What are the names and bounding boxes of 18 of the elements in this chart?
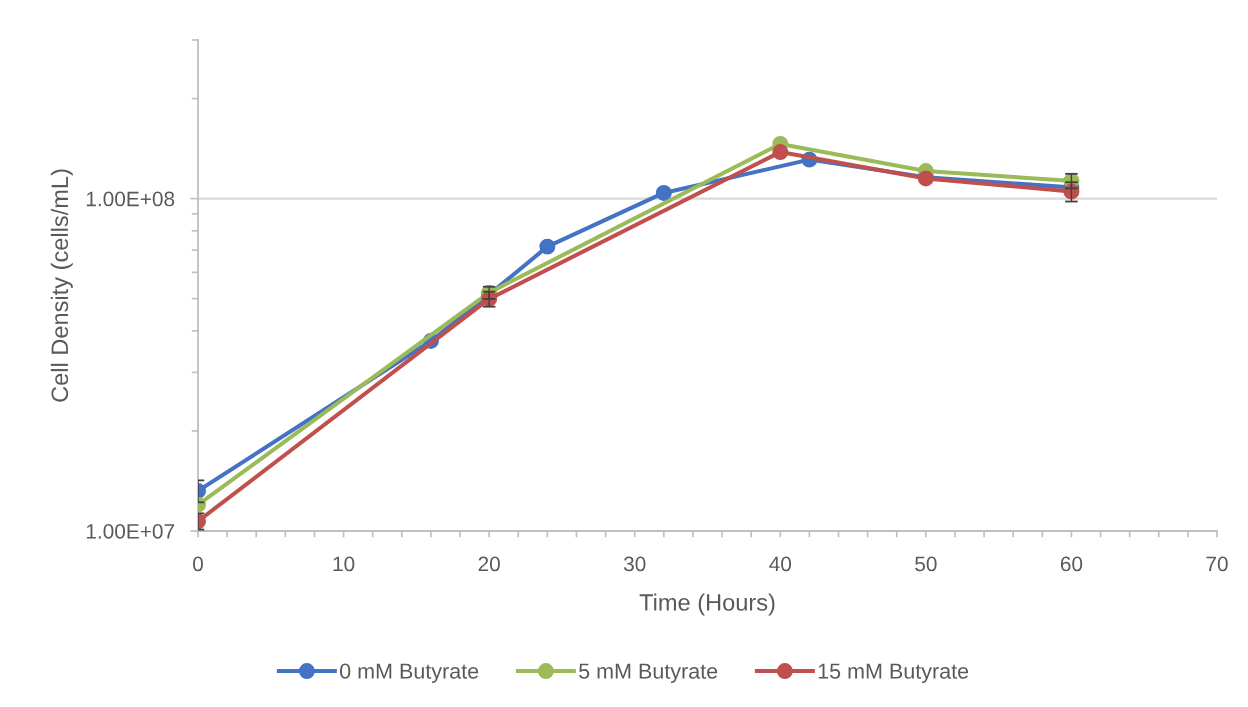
x-tick-label: 30 (623, 556, 646, 572)
point (772, 144, 789, 161)
legend-label: 15 mM Butyrate (818, 663, 969, 684)
legend-label: 0 mM Butyrate (340, 663, 479, 684)
x-tick-label: 20 (478, 556, 500, 572)
legend-label: 5 mM Butyrate (579, 663, 718, 684)
x-axis-title: Time (Hours) (639, 593, 775, 616)
y-tick-label: 1.00E+07 (86, 524, 175, 539)
x-tick-label: 0 (193, 556, 203, 572)
y-tick-label: 1.00E+08 (86, 191, 175, 207)
x-tick-label: 40 (769, 556, 792, 572)
point (655, 184, 672, 201)
x-tick-label: 50 (915, 556, 937, 572)
point (539, 238, 556, 255)
x-tick-label: 10 (333, 556, 355, 572)
x-tick-label: 70 (1206, 556, 1228, 572)
x-tick-label: 60 (1060, 556, 1083, 572)
y-axis-title: Cell Density (cells/mL) (50, 169, 73, 402)
